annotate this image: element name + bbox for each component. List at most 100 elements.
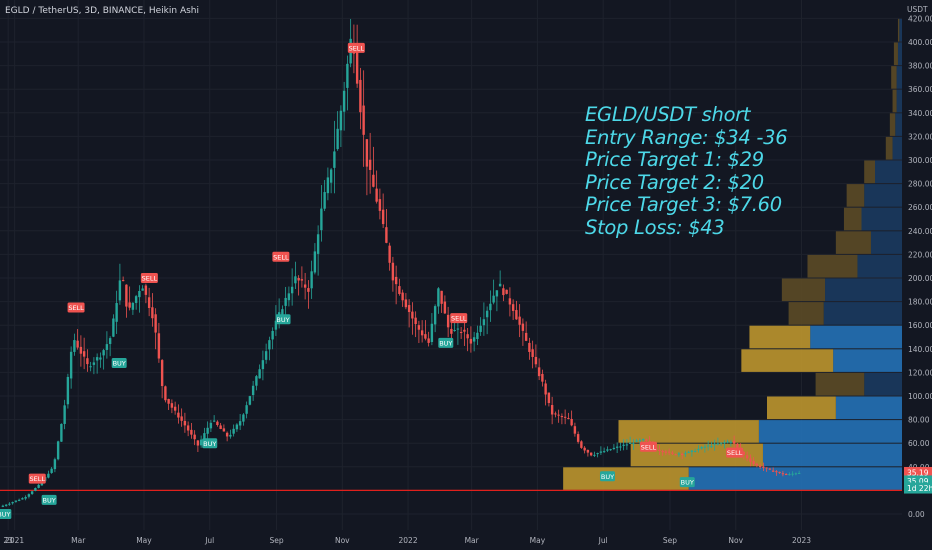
candle-body (102, 350, 105, 356)
candle-body (21, 498, 24, 500)
candle-body (745, 455, 749, 459)
candle-body (518, 316, 521, 325)
x-tick-label: Jul (598, 536, 608, 545)
candle-body (82, 351, 86, 357)
candle-body (398, 286, 401, 294)
candle-body (50, 468, 53, 473)
candle-body (232, 428, 235, 434)
candle-body (788, 474, 791, 476)
candle-body (47, 473, 50, 478)
signal-label: SELL (142, 275, 158, 283)
candle-body (258, 369, 261, 379)
x-tick-label: 2021 (5, 536, 24, 545)
candle-body (255, 376, 258, 386)
x-tick-label: May (530, 536, 546, 545)
candle-body (125, 284, 128, 307)
volume-profile-down (891, 66, 897, 89)
y-tick-label: 100.00 (908, 392, 932, 401)
candle-body (177, 412, 180, 418)
candle-body (147, 297, 151, 308)
x-tick-label: Nov (728, 536, 743, 545)
volume-profile-up (825, 278, 902, 302)
candle-body (515, 310, 518, 320)
volume-profile-up (899, 18, 902, 42)
volume-profile-up (861, 207, 902, 231)
candle-body (173, 406, 177, 411)
candle-body (784, 474, 788, 476)
price-label-badge (904, 475, 932, 487)
sell-signal-badge (28, 473, 46, 484)
candle-body (89, 366, 92, 368)
volume-profile-up (895, 113, 902, 136)
candle-body (1, 505, 5, 507)
volume-profile-up (835, 396, 902, 420)
candle-body (645, 439, 648, 441)
sell-signal-badge (450, 313, 468, 324)
candle-body (355, 50, 359, 84)
candle-body (225, 432, 229, 437)
candle-body (521, 323, 525, 331)
buy-signal-badge (0, 509, 12, 519)
candle-body (459, 331, 463, 333)
volume-profile-down (618, 420, 759, 443)
candle-body (229, 434, 232, 437)
candle-body (99, 357, 102, 360)
volume-profile-down (815, 372, 865, 396)
candle-body (8, 503, 11, 505)
candle-body (716, 443, 720, 445)
candle-body (511, 304, 515, 311)
candle-body (755, 463, 759, 466)
candle-body (612, 447, 616, 449)
candle-body (333, 151, 336, 168)
candle-body (658, 449, 661, 452)
candle-body (118, 280, 122, 301)
candle-body (498, 283, 502, 287)
candle-body (524, 332, 528, 341)
candle-body (677, 453, 681, 455)
volume-profile-down (893, 42, 898, 66)
candle-body (749, 458, 752, 462)
y-tick-label: 240.00 (908, 227, 932, 236)
candle-body (212, 420, 216, 422)
candle-body (502, 288, 505, 296)
y-tick-label: 200.00 (908, 274, 932, 283)
chart-title: EGLD / TetherUS, 3D, BINANCE, Heikin Ash… (5, 6, 199, 16)
signal-label: SELL (349, 45, 365, 53)
x-tick-label: May (136, 536, 152, 545)
y-tick-label: 340.00 (908, 109, 932, 118)
candle-body (108, 338, 112, 344)
candle-body (186, 425, 190, 431)
volume-profile-down (788, 302, 824, 325)
candle-body (381, 209, 385, 225)
candle-body (528, 342, 531, 352)
candle-body (154, 314, 157, 333)
candle-body (284, 297, 287, 306)
candle-body (248, 396, 252, 405)
signal-label: BUY (601, 473, 614, 481)
volume-profile-up (892, 136, 902, 160)
candle-body (300, 279, 304, 281)
candle-body (128, 302, 131, 308)
candle-body (703, 446, 707, 448)
volume-profile-down (741, 349, 834, 372)
candle-body (160, 360, 164, 387)
volume-profile-up (833, 349, 902, 372)
candle-body (157, 333, 161, 359)
y-tick-label: 60.00 (908, 439, 930, 448)
candle-body (60, 423, 63, 442)
candle-body (710, 446, 713, 448)
volume-profile-up (762, 443, 902, 467)
volume-profile-down (781, 278, 826, 302)
candle-body (183, 420, 187, 426)
candle-body (541, 373, 544, 382)
candle-body (534, 356, 538, 365)
candle-body (193, 434, 196, 440)
y-tick-label: 280.00 (908, 180, 932, 189)
candle-body (323, 192, 326, 209)
sell-signal-badge (639, 441, 657, 452)
buy-signal-badge (599, 471, 615, 482)
candle-body (417, 325, 421, 330)
annotation-line: Price Target 3: $7.60 (585, 193, 782, 217)
candle-body (368, 159, 372, 170)
